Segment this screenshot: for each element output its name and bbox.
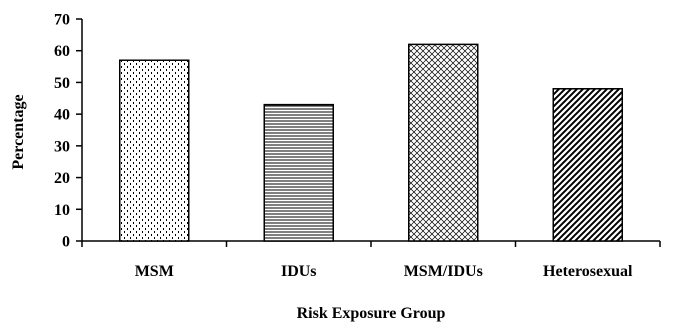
bar-msm [119,59,190,242]
y-tick-label: 30 [54,138,70,155]
x-category-label: Heterosexual [543,263,633,280]
y-tick-label: 60 [54,43,70,60]
y-axis-title: Percentage [10,94,27,169]
bar-msm-idus [408,43,479,242]
y-tick-label: 10 [54,202,70,219]
plot-area: 0 10 20 30 40 50 60 70 MSM IDUs MSM/IDUs Heterosexu… [54,12,661,280]
y-tick-label: 0 [62,234,70,251]
x-category-label: MSM/IDUs [404,263,483,280]
y-tick-label: 40 [54,107,70,124]
y-tick-label: 70 [54,12,70,29]
bar-heterosexual [552,88,623,242]
x-category-label: MSM [135,263,174,280]
y-tick-label: 20 [54,170,70,187]
bar-idus [263,103,334,242]
y-tick-label: 50 [54,75,70,92]
x-axis-title: Risk Exposure Group [297,305,446,322]
x-category-label: IDUs [281,263,317,280]
